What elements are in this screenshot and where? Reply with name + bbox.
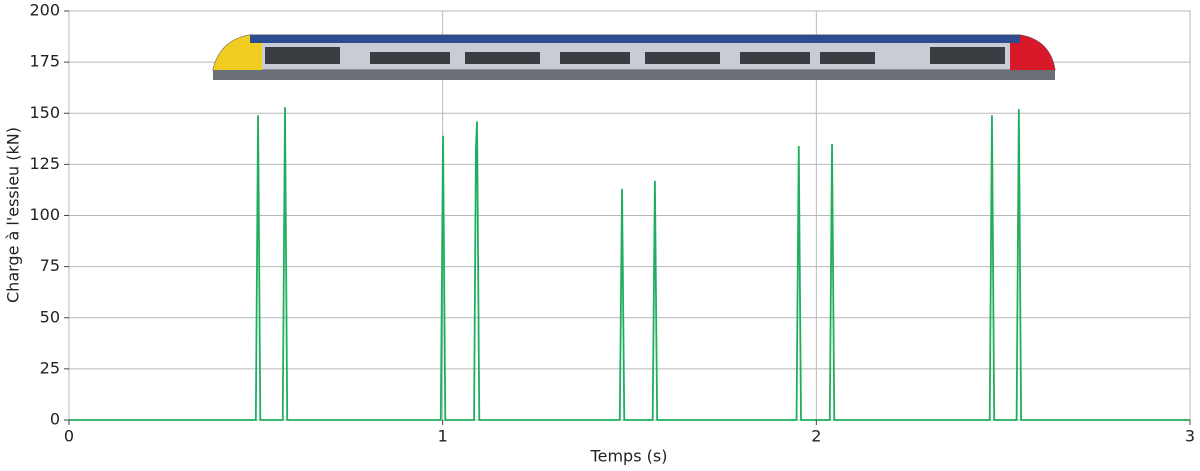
y-tick-label: 25 (40, 358, 60, 377)
data-line (69, 107, 1190, 421)
y-tick-label: 200 (29, 1, 60, 20)
y-tick-label: 75 (40, 256, 60, 275)
x-tick-label: 1 (438, 427, 448, 446)
y-tick-label: 100 (29, 205, 60, 224)
x-tick-label: 2 (811, 427, 821, 446)
y-tick-label: 125 (29, 154, 60, 173)
y-tick-label: 175 (29, 52, 60, 71)
train-illustration (212, 34, 1056, 80)
y-tick-label: 150 (29, 103, 60, 122)
y-axis-label: Charge à l'essieu (kN) (4, 127, 23, 303)
lines (69, 107, 1190, 421)
y-tick-label: 0 (50, 410, 60, 429)
x-tick-label: 0 (64, 427, 74, 446)
x-axis-label: Temps (s) (590, 447, 668, 466)
x-tick-label: 3 (1185, 427, 1195, 446)
y-tick-label: 50 (40, 307, 60, 326)
